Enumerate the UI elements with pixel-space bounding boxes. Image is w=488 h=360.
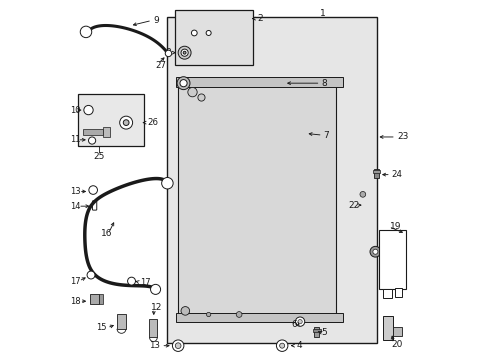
- Text: 17: 17: [140, 278, 151, 287]
- Text: 12: 12: [151, 303, 163, 312]
- Circle shape: [279, 343, 284, 348]
- Bar: [372, 170, 380, 173]
- Bar: [117, 315, 126, 329]
- Bar: [176, 313, 343, 321]
- Circle shape: [183, 51, 185, 54]
- Bar: [176, 77, 343, 87]
- Text: 15: 15: [96, 323, 106, 332]
- Circle shape: [165, 50, 171, 57]
- Text: 27: 27: [155, 61, 166, 70]
- FancyBboxPatch shape: [92, 201, 97, 210]
- Circle shape: [372, 249, 377, 254]
- Bar: [149, 319, 157, 337]
- Text: 19: 19: [389, 222, 401, 231]
- Bar: [314, 327, 318, 337]
- Bar: [99, 294, 102, 304]
- Text: 22: 22: [347, 201, 359, 210]
- Text: 2: 2: [257, 14, 262, 23]
- Circle shape: [88, 137, 96, 144]
- Circle shape: [89, 186, 97, 194]
- Circle shape: [177, 77, 190, 90]
- Text: 8: 8: [321, 79, 326, 88]
- Circle shape: [206, 31, 211, 36]
- Circle shape: [297, 319, 302, 324]
- Circle shape: [295, 317, 304, 326]
- Polygon shape: [335, 58, 344, 318]
- Text: 21: 21: [386, 247, 396, 256]
- Circle shape: [150, 284, 160, 294]
- Circle shape: [276, 340, 287, 351]
- Ellipse shape: [253, 74, 267, 80]
- Polygon shape: [178, 298, 344, 318]
- Circle shape: [180, 80, 187, 87]
- Text: 9: 9: [153, 16, 159, 25]
- Circle shape: [80, 26, 92, 38]
- Bar: [78, 94, 144, 146]
- Polygon shape: [178, 58, 344, 78]
- Circle shape: [359, 192, 365, 197]
- Text: 6: 6: [291, 320, 297, 329]
- Text: 10: 10: [70, 105, 81, 114]
- Text: 16: 16: [101, 229, 112, 238]
- Bar: [185, 66, 344, 73]
- Circle shape: [191, 30, 197, 36]
- Text: 20: 20: [391, 340, 402, 349]
- Polygon shape: [176, 57, 185, 321]
- Bar: [89, 294, 99, 305]
- Text: 4: 4: [296, 341, 302, 350]
- Circle shape: [178, 46, 191, 59]
- Circle shape: [162, 177, 173, 189]
- Bar: [373, 169, 378, 178]
- Text: 18: 18: [70, 297, 81, 306]
- Circle shape: [236, 312, 242, 318]
- Bar: [102, 127, 110, 137]
- Circle shape: [181, 307, 189, 315]
- Bar: [178, 78, 335, 318]
- Circle shape: [83, 105, 93, 115]
- Circle shape: [187, 87, 197, 97]
- Circle shape: [127, 277, 135, 285]
- Text: 1: 1: [319, 9, 325, 18]
- Polygon shape: [188, 26, 214, 45]
- Text: 5: 5: [321, 328, 326, 337]
- Bar: [174, 10, 253, 65]
- Text: 13: 13: [70, 187, 81, 196]
- Circle shape: [120, 116, 132, 129]
- Text: 11: 11: [70, 135, 81, 144]
- Text: 25: 25: [93, 152, 105, 161]
- Bar: [382, 289, 391, 298]
- Circle shape: [172, 340, 183, 351]
- Text: 17: 17: [70, 276, 81, 285]
- Circle shape: [87, 271, 95, 279]
- Text: 23: 23: [396, 132, 407, 141]
- Bar: [83, 129, 102, 135]
- Bar: [378, 230, 405, 289]
- Circle shape: [175, 343, 181, 348]
- Text: 7: 7: [323, 131, 328, 140]
- Text: 24: 24: [391, 170, 402, 179]
- Bar: [312, 329, 320, 332]
- Bar: [167, 17, 376, 343]
- Bar: [394, 288, 402, 297]
- Text: 13: 13: [149, 341, 160, 350]
- Circle shape: [369, 246, 380, 257]
- Circle shape: [123, 120, 129, 126]
- Text: 26: 26: [147, 118, 158, 127]
- Bar: [382, 316, 392, 339]
- Circle shape: [206, 312, 210, 317]
- Circle shape: [198, 94, 204, 101]
- Text: 3: 3: [165, 48, 171, 57]
- Circle shape: [181, 49, 188, 56]
- Text: 14: 14: [70, 202, 81, 211]
- Bar: [392, 327, 402, 336]
- Ellipse shape: [251, 81, 269, 89]
